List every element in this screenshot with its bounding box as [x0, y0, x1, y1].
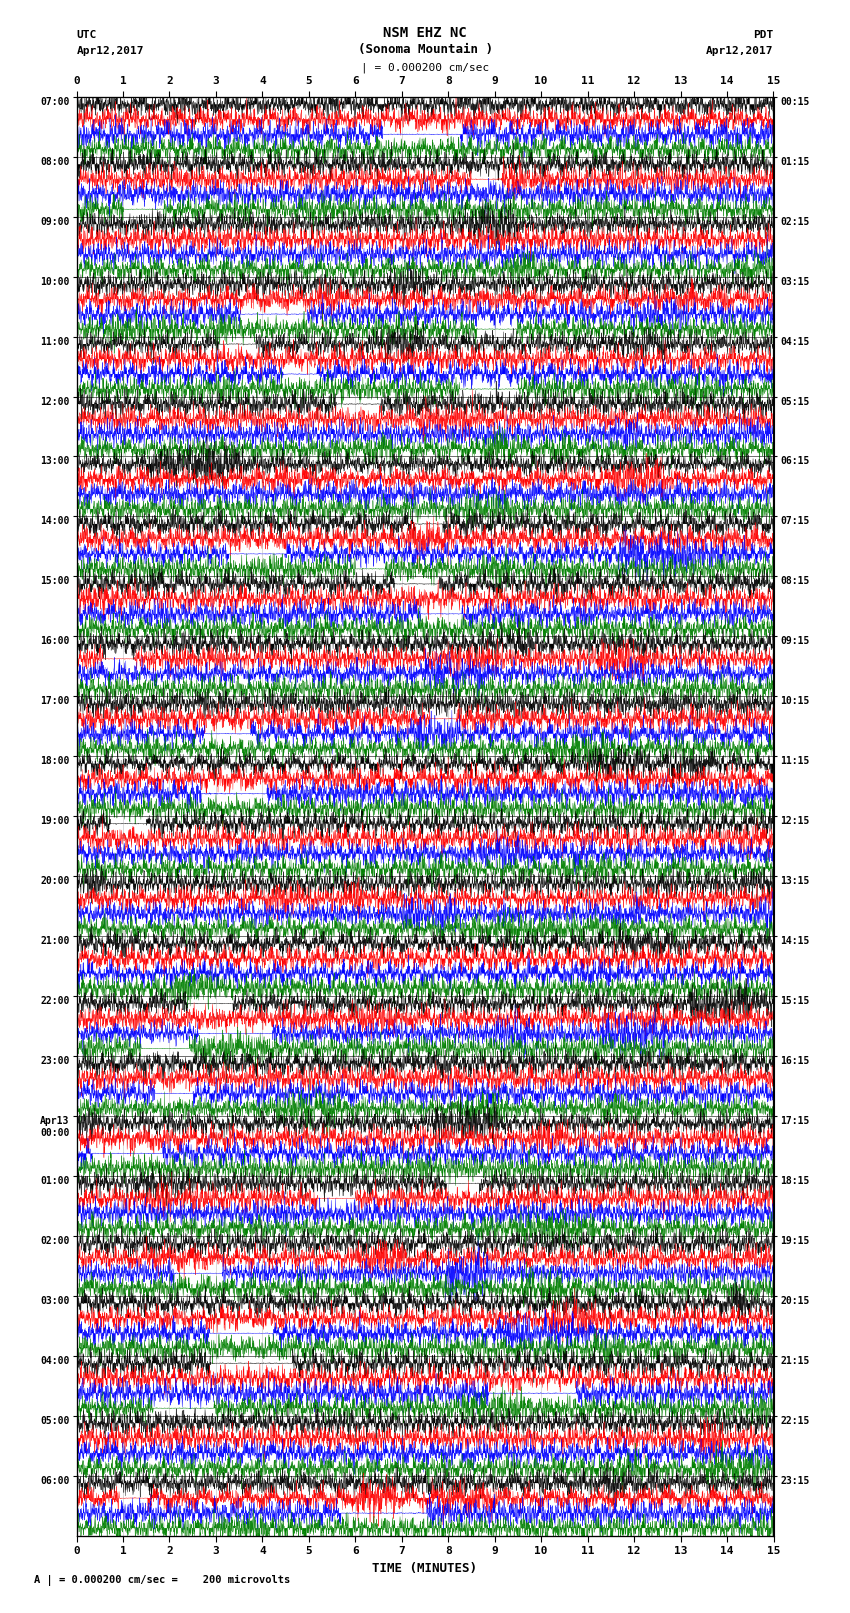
Text: Apr12,2017: Apr12,2017 — [76, 47, 144, 56]
Text: A | = 0.000200 cm/sec =    200 microvolts: A | = 0.000200 cm/sec = 200 microvolts — [34, 1576, 290, 1586]
X-axis label: TIME (MINUTES): TIME (MINUTES) — [372, 1561, 478, 1574]
Text: NSM EHZ NC: NSM EHZ NC — [383, 26, 467, 39]
Text: Apr12,2017: Apr12,2017 — [706, 47, 774, 56]
Text: PDT: PDT — [753, 29, 774, 39]
Text: | = 0.000200 cm/sec: | = 0.000200 cm/sec — [361, 61, 489, 73]
Text: (Sonoma Mountain ): (Sonoma Mountain ) — [358, 44, 492, 56]
Text: UTC: UTC — [76, 29, 97, 39]
